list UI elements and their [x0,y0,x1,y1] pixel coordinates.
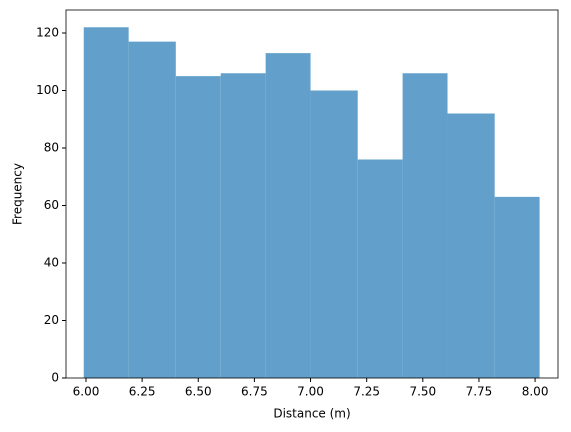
bar [402,73,448,378]
bar [357,159,403,378]
y-tick-label: 40 [44,256,59,270]
y-tick-label: 120 [36,26,59,40]
y-axis-label: Frequency [11,163,25,225]
x-tick-label: 6.50 [185,385,212,399]
x-tick-label: 6.00 [73,385,100,399]
x-tick-label: 6.75 [241,385,268,399]
bar [83,27,129,378]
x-tick-label: 7.50 [409,385,436,399]
bar [310,90,358,378]
x-tick-label: 6.25 [129,385,156,399]
bar [128,41,176,378]
y-tick-label: 20 [44,313,59,327]
y-tick-label: 0 [51,371,59,385]
bar [220,73,266,378]
x-tick-label: 7.75 [466,385,493,399]
plot-frame [65,9,559,379]
y-tick-label: 80 [44,141,59,155]
x-tick-label: 7.00 [297,385,324,399]
bar [175,76,221,378]
y-tick-label: 60 [44,198,59,212]
x-axis-label: Distance (m) [273,407,350,421]
y-tick-label: 100 [36,83,59,97]
bar [494,196,540,378]
x-tick-label: 8.00 [522,385,549,399]
x-tick-label: 7.25 [353,385,380,399]
bar [265,53,311,378]
bar [447,113,495,378]
